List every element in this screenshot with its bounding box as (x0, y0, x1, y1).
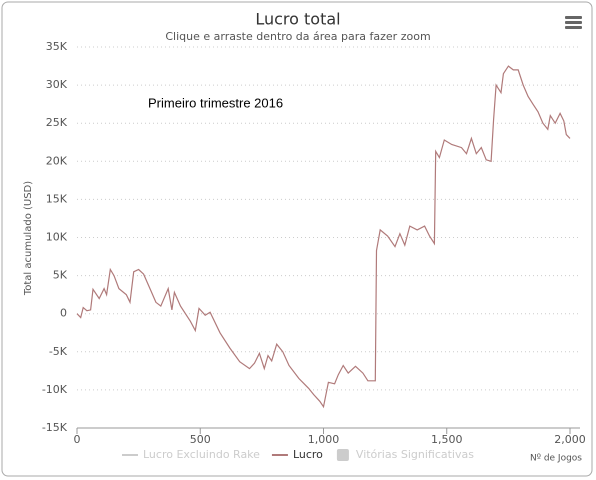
y-tick-label: 25K (46, 116, 68, 129)
y-tick-label: -10K (42, 383, 68, 396)
legend-item[interactable]: Lucro (271, 448, 323, 461)
legend-symbol (336, 449, 349, 461)
y-tick-label: 0 (60, 307, 67, 320)
x-tick-label: 1,500 (431, 433, 463, 446)
annotation: Primeiro trimestre 2016 (148, 95, 283, 110)
y-tick-label: 5K (53, 269, 68, 282)
menu-bar (565, 16, 582, 19)
y-tick-label: 20K (46, 154, 68, 167)
chart-subtitle: Clique e arraste dentro da área para faz… (165, 30, 430, 43)
menu-button[interactable] (565, 16, 582, 29)
x-tick-label: 500 (190, 433, 211, 446)
legend-item[interactable]: Lucro Excluindo Rake (122, 448, 260, 461)
y-tick-label: 35K (46, 40, 68, 53)
y-tick-label: 15K (46, 192, 68, 205)
menu-bar (565, 26, 582, 29)
series-line (76, 65, 571, 409)
legend-item[interactable]: Vitórias Significativas (336, 448, 474, 461)
x-tick-label: 0 (74, 433, 81, 446)
chart-title: Lucro total (255, 10, 340, 29)
y-tick-label: -5K (49, 345, 68, 358)
y-axis-title: Total acumulado (USD) (23, 181, 34, 296)
legend-label: Lucro (293, 448, 323, 461)
y-tick-label: 30K (46, 78, 68, 91)
x-axis-title: Nº de Jogos (530, 454, 582, 464)
legend-label: Lucro Excluindo Rake (143, 448, 260, 461)
legend-label: Vitórias Significativas (356, 448, 474, 461)
x-tick-label: 2,000 (554, 433, 586, 446)
menu-bar (565, 21, 582, 24)
y-tick-label: -15K (42, 421, 68, 434)
y-tick-label: 10K (46, 231, 68, 244)
x-tick-label: 1,000 (308, 433, 340, 446)
